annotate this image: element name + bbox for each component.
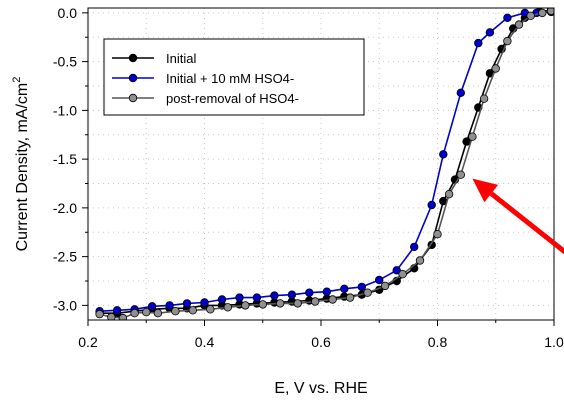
y-tick-label: -2.5 <box>53 249 77 265</box>
y-tick-label: 0.0 <box>58 5 78 21</box>
data-point <box>153 309 163 318</box>
data-point <box>474 38 483 48</box>
data-point <box>433 229 442 239</box>
data-point <box>363 288 372 297</box>
data-point <box>322 287 331 296</box>
legend-swatch-marker <box>128 93 138 103</box>
data-point <box>410 242 419 252</box>
data-point <box>546 8 554 16</box>
data-point <box>217 295 227 304</box>
data-point <box>107 312 116 320</box>
y-tick-label: -1.5 <box>53 151 77 167</box>
data-point <box>456 170 465 179</box>
data-point <box>293 299 302 308</box>
x-axis-title: E, V vs. RHE <box>274 380 367 397</box>
data-point <box>95 309 104 319</box>
data-point <box>345 293 355 302</box>
data-point <box>206 305 215 314</box>
y-tick-label: -2.0 <box>53 200 77 216</box>
legend-item-post-removal: post-removal of HSO4- <box>112 91 299 106</box>
legend-label: Initial <box>166 51 196 66</box>
series-line <box>99 11 552 312</box>
data-point <box>479 94 489 103</box>
y-tick-label: -3.0 <box>53 297 77 313</box>
data-point <box>171 307 180 316</box>
data-point <box>182 299 192 308</box>
data-point <box>241 301 250 310</box>
data-point <box>468 132 477 141</box>
x-tick-label: 1.0 <box>544 334 564 350</box>
data-point <box>415 256 425 265</box>
data-point <box>503 13 512 22</box>
data-point <box>252 293 262 302</box>
data-point <box>375 275 384 285</box>
legend-box <box>103 38 365 116</box>
legend: Initial Initial + 10 mM HSO4- post-remov… <box>103 38 365 116</box>
data-point <box>380 281 390 291</box>
y-tick-label: -1.0 <box>53 102 77 118</box>
series-layer <box>95 8 554 320</box>
gridlines <box>88 8 554 320</box>
data-point <box>491 64 500 73</box>
legend-swatch-marker <box>128 73 138 83</box>
data-point <box>485 28 495 37</box>
legend-item-initial: Initial <box>112 51 196 66</box>
data-point <box>444 189 454 199</box>
data-point <box>276 299 285 308</box>
axis-ticks <box>82 12 555 326</box>
data-point <box>305 288 314 297</box>
legend-label: post-removal of HSO4- <box>166 91 299 106</box>
y-axis-title-text: Current Density, mA/cm <box>14 83 31 252</box>
data-point <box>165 301 174 310</box>
data-point <box>223 303 232 312</box>
x-tick-label: 0.4 <box>195 334 215 350</box>
annotation-layer <box>472 178 564 255</box>
legend-label: Initial + 10 mM HSO4- <box>166 71 294 86</box>
data-point <box>188 306 197 315</box>
data-point <box>130 309 139 318</box>
data-point <box>439 150 448 159</box>
y-axis-title-superscript: 2 <box>11 77 23 83</box>
data-point <box>538 8 547 18</box>
data-point <box>503 36 512 46</box>
data-point <box>200 298 209 307</box>
x-tick-label: 0.2 <box>78 334 98 350</box>
legend-swatch-marker <box>128 53 138 63</box>
data-point <box>357 282 366 292</box>
legend-item-hso4: Initial + 10 mM HSO4- <box>112 71 294 86</box>
data-point <box>392 266 401 275</box>
data-point <box>118 313 128 320</box>
data-point <box>456 88 465 97</box>
data-point <box>142 308 151 317</box>
x-tick-label: 0.6 <box>311 334 331 350</box>
data-point <box>328 295 337 304</box>
series-1 <box>95 8 554 316</box>
y-axis-title: Current Density, mA/cm2 <box>11 77 31 252</box>
data-point <box>311 297 320 306</box>
data-point <box>235 293 244 302</box>
data-point <box>398 270 407 279</box>
data-point <box>147 302 157 311</box>
data-point <box>258 300 267 309</box>
data-point <box>514 20 524 29</box>
y-tick-label: -0.5 <box>53 54 77 70</box>
arrow-shaft <box>489 191 564 255</box>
data-point <box>526 11 535 20</box>
data-point <box>427 200 436 210</box>
annotation-arrow <box>472 178 564 255</box>
arrow-head <box>472 178 499 203</box>
data-point <box>270 291 279 300</box>
data-point <box>287 290 297 299</box>
data-point <box>112 306 122 315</box>
series-2 <box>95 8 554 320</box>
x-tick-label: 0.8 <box>428 334 448 350</box>
tick-labels: 0.2 0.4 0.6 0.8 1.0 0.0 -0.5 -1.0 -1.5 -2.0 -2.5 -3… <box>53 5 564 350</box>
data-point <box>340 284 349 293</box>
